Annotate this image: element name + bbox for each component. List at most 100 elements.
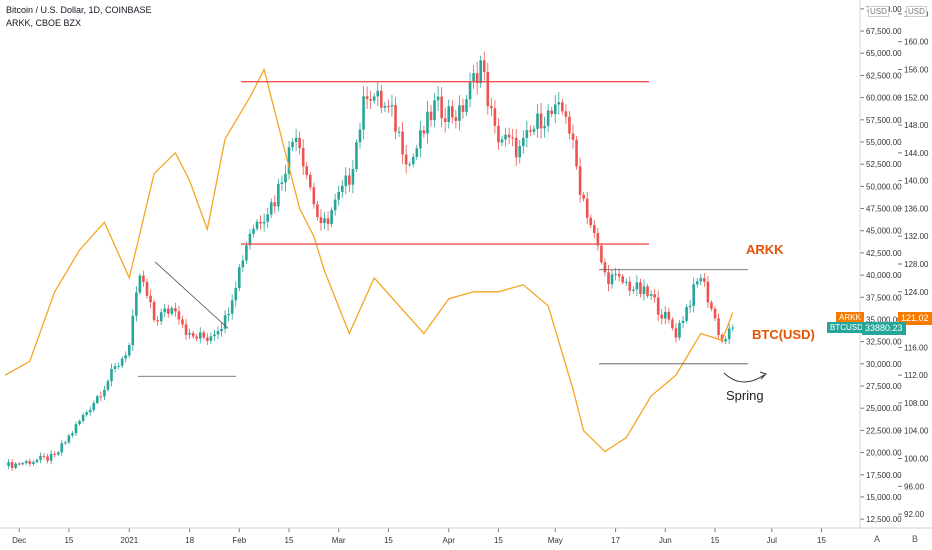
btc-candle-body: [561, 102, 564, 112]
btc-candle-body: [188, 333, 191, 335]
time-tick-label: 15: [711, 536, 720, 545]
btc-candle-body: [273, 202, 277, 207]
btc-candle-body: [365, 96, 369, 99]
btc-candle-body: [426, 111, 429, 134]
btc-candle-body: [145, 282, 149, 296]
btc-candle-body: [181, 319, 184, 325]
btc-candle-body: [557, 102, 561, 105]
btc-candle-body: [422, 130, 426, 134]
btc-candle-body: [245, 245, 248, 261]
btc-candle-body: [575, 139, 578, 167]
arkk-tick-label: 132.00: [904, 232, 929, 241]
btc-candle-body: [309, 174, 312, 188]
btc-candle-body: [355, 142, 358, 170]
time-tick-label: 15: [817, 536, 826, 545]
btc-candle-body: [568, 116, 571, 134]
btc-candle-body: [21, 463, 25, 465]
time-tick-label: Jun: [659, 536, 672, 545]
btc-candle-body: [277, 183, 280, 207]
arkk-tick-label: 124.00: [904, 288, 929, 297]
arkk-tick-label: 152.00: [904, 93, 929, 102]
btc-candle-body: [127, 345, 131, 356]
right-axis-currency[interactable]: USD: [906, 6, 927, 17]
arkk-tick-label: 160.00: [904, 38, 929, 47]
btc-candle-body: [582, 194, 585, 199]
btc-candle-body: [660, 314, 664, 319]
btc-candle-body: [504, 134, 507, 140]
btc-candle-body: [387, 106, 390, 108]
btc-candle-body: [92, 402, 96, 410]
btc-candle-body: [248, 233, 252, 246]
btc-candle-body: [376, 90, 380, 97]
btc-candle-body: [206, 337, 209, 341]
time-tick-label: 15: [64, 536, 73, 545]
btc-tick-label: 12,500.00: [866, 515, 902, 524]
arkk-tick-label: 128.00: [904, 260, 929, 269]
arkk-tick-label: 140.00: [904, 177, 929, 186]
btc-candle-body: [316, 204, 319, 218]
btc-candle-body: [369, 98, 372, 101]
btc-candle-body: [262, 221, 266, 224]
btc-candle-body: [525, 130, 529, 138]
btc-candle-body: [415, 148, 419, 157]
btc-candle-body: [227, 313, 230, 316]
btc-candle-body: [649, 294, 653, 296]
btc-candle-body: [490, 106, 493, 109]
btc-candle-body: [454, 117, 458, 121]
btc-candle-body: [362, 96, 365, 130]
btc-tick-label: 47,500.00: [866, 205, 902, 214]
arkk-tick-label: 116.00: [904, 343, 928, 352]
left-axis-currency[interactable]: USD: [868, 6, 889, 17]
btc-candle-body: [639, 282, 642, 294]
btc-candle-body: [443, 118, 447, 122]
btc-candle-body: [401, 131, 404, 155]
scale-button-b[interactable]: B: [912, 534, 919, 544]
btc-label-badge: BTCUSD: [827, 322, 866, 333]
arkk-label-badge: ARKK: [836, 312, 864, 323]
btc-candle-body: [177, 311, 181, 320]
btc-candle-body: [710, 302, 713, 309]
spring-annotation: Spring: [726, 388, 764, 403]
btc-candles: [7, 51, 735, 472]
btc-candle-body: [326, 218, 330, 225]
btc-candle-body: [550, 110, 553, 114]
arkk-tick-label: 144.00: [904, 149, 929, 158]
btc-candle-body: [720, 334, 724, 342]
btc-candle-body: [664, 311, 667, 319]
btc-candle-body: [451, 106, 454, 118]
scale-button-a[interactable]: A: [874, 534, 881, 544]
btc-candle-body: [593, 225, 596, 234]
btc-candle-body: [486, 72, 490, 107]
btc-tick-label: 35,000.00: [866, 315, 902, 324]
btc-tick-label: 17,500.00: [866, 471, 902, 480]
btc-candle-body: [56, 452, 60, 455]
btc-candle-body: [482, 60, 486, 73]
btc-candle-body: [142, 275, 145, 283]
btc-candle-body: [507, 134, 511, 138]
btc-candle-body: [493, 108, 497, 126]
btc-tick-label: 62,500.00: [866, 71, 902, 80]
btc-candle-body: [220, 328, 223, 332]
btc-value-badge: 33880.23: [862, 322, 906, 335]
btc-candle-body: [124, 355, 127, 359]
btc-candle-body: [596, 233, 600, 246]
btc-candle-body: [10, 462, 14, 468]
time-axis: Dec 15 2021 18 Feb 15 Mar 15 Apr 15 May 17 Jun 15 Jul 1…: [12, 528, 826, 545]
btc-candle-body: [252, 228, 255, 234]
btc-tick-label: 42,500.00: [866, 249, 902, 258]
arkk-tick-label: 92.00: [904, 510, 925, 519]
time-tick-label: May: [548, 536, 563, 545]
btc-tick-label: 60,000.00: [866, 94, 902, 103]
arkk-annotation: ARKK: [746, 242, 784, 257]
btc-candle-body: [184, 324, 188, 335]
btc-candle-body: [330, 210, 333, 225]
btc-candle-body: [280, 182, 284, 184]
btc-candle-body: [667, 311, 671, 320]
arkk-tick-label: 108.00: [904, 399, 929, 408]
btc-candle-body: [532, 128, 536, 132]
btc-candle-body: [209, 336, 213, 341]
chart-secondary-series: ARKK, CBOE BZX: [6, 18, 82, 28]
arkk-tick-label: 148.00: [904, 121, 929, 130]
btc-candle-body: [216, 331, 220, 335]
